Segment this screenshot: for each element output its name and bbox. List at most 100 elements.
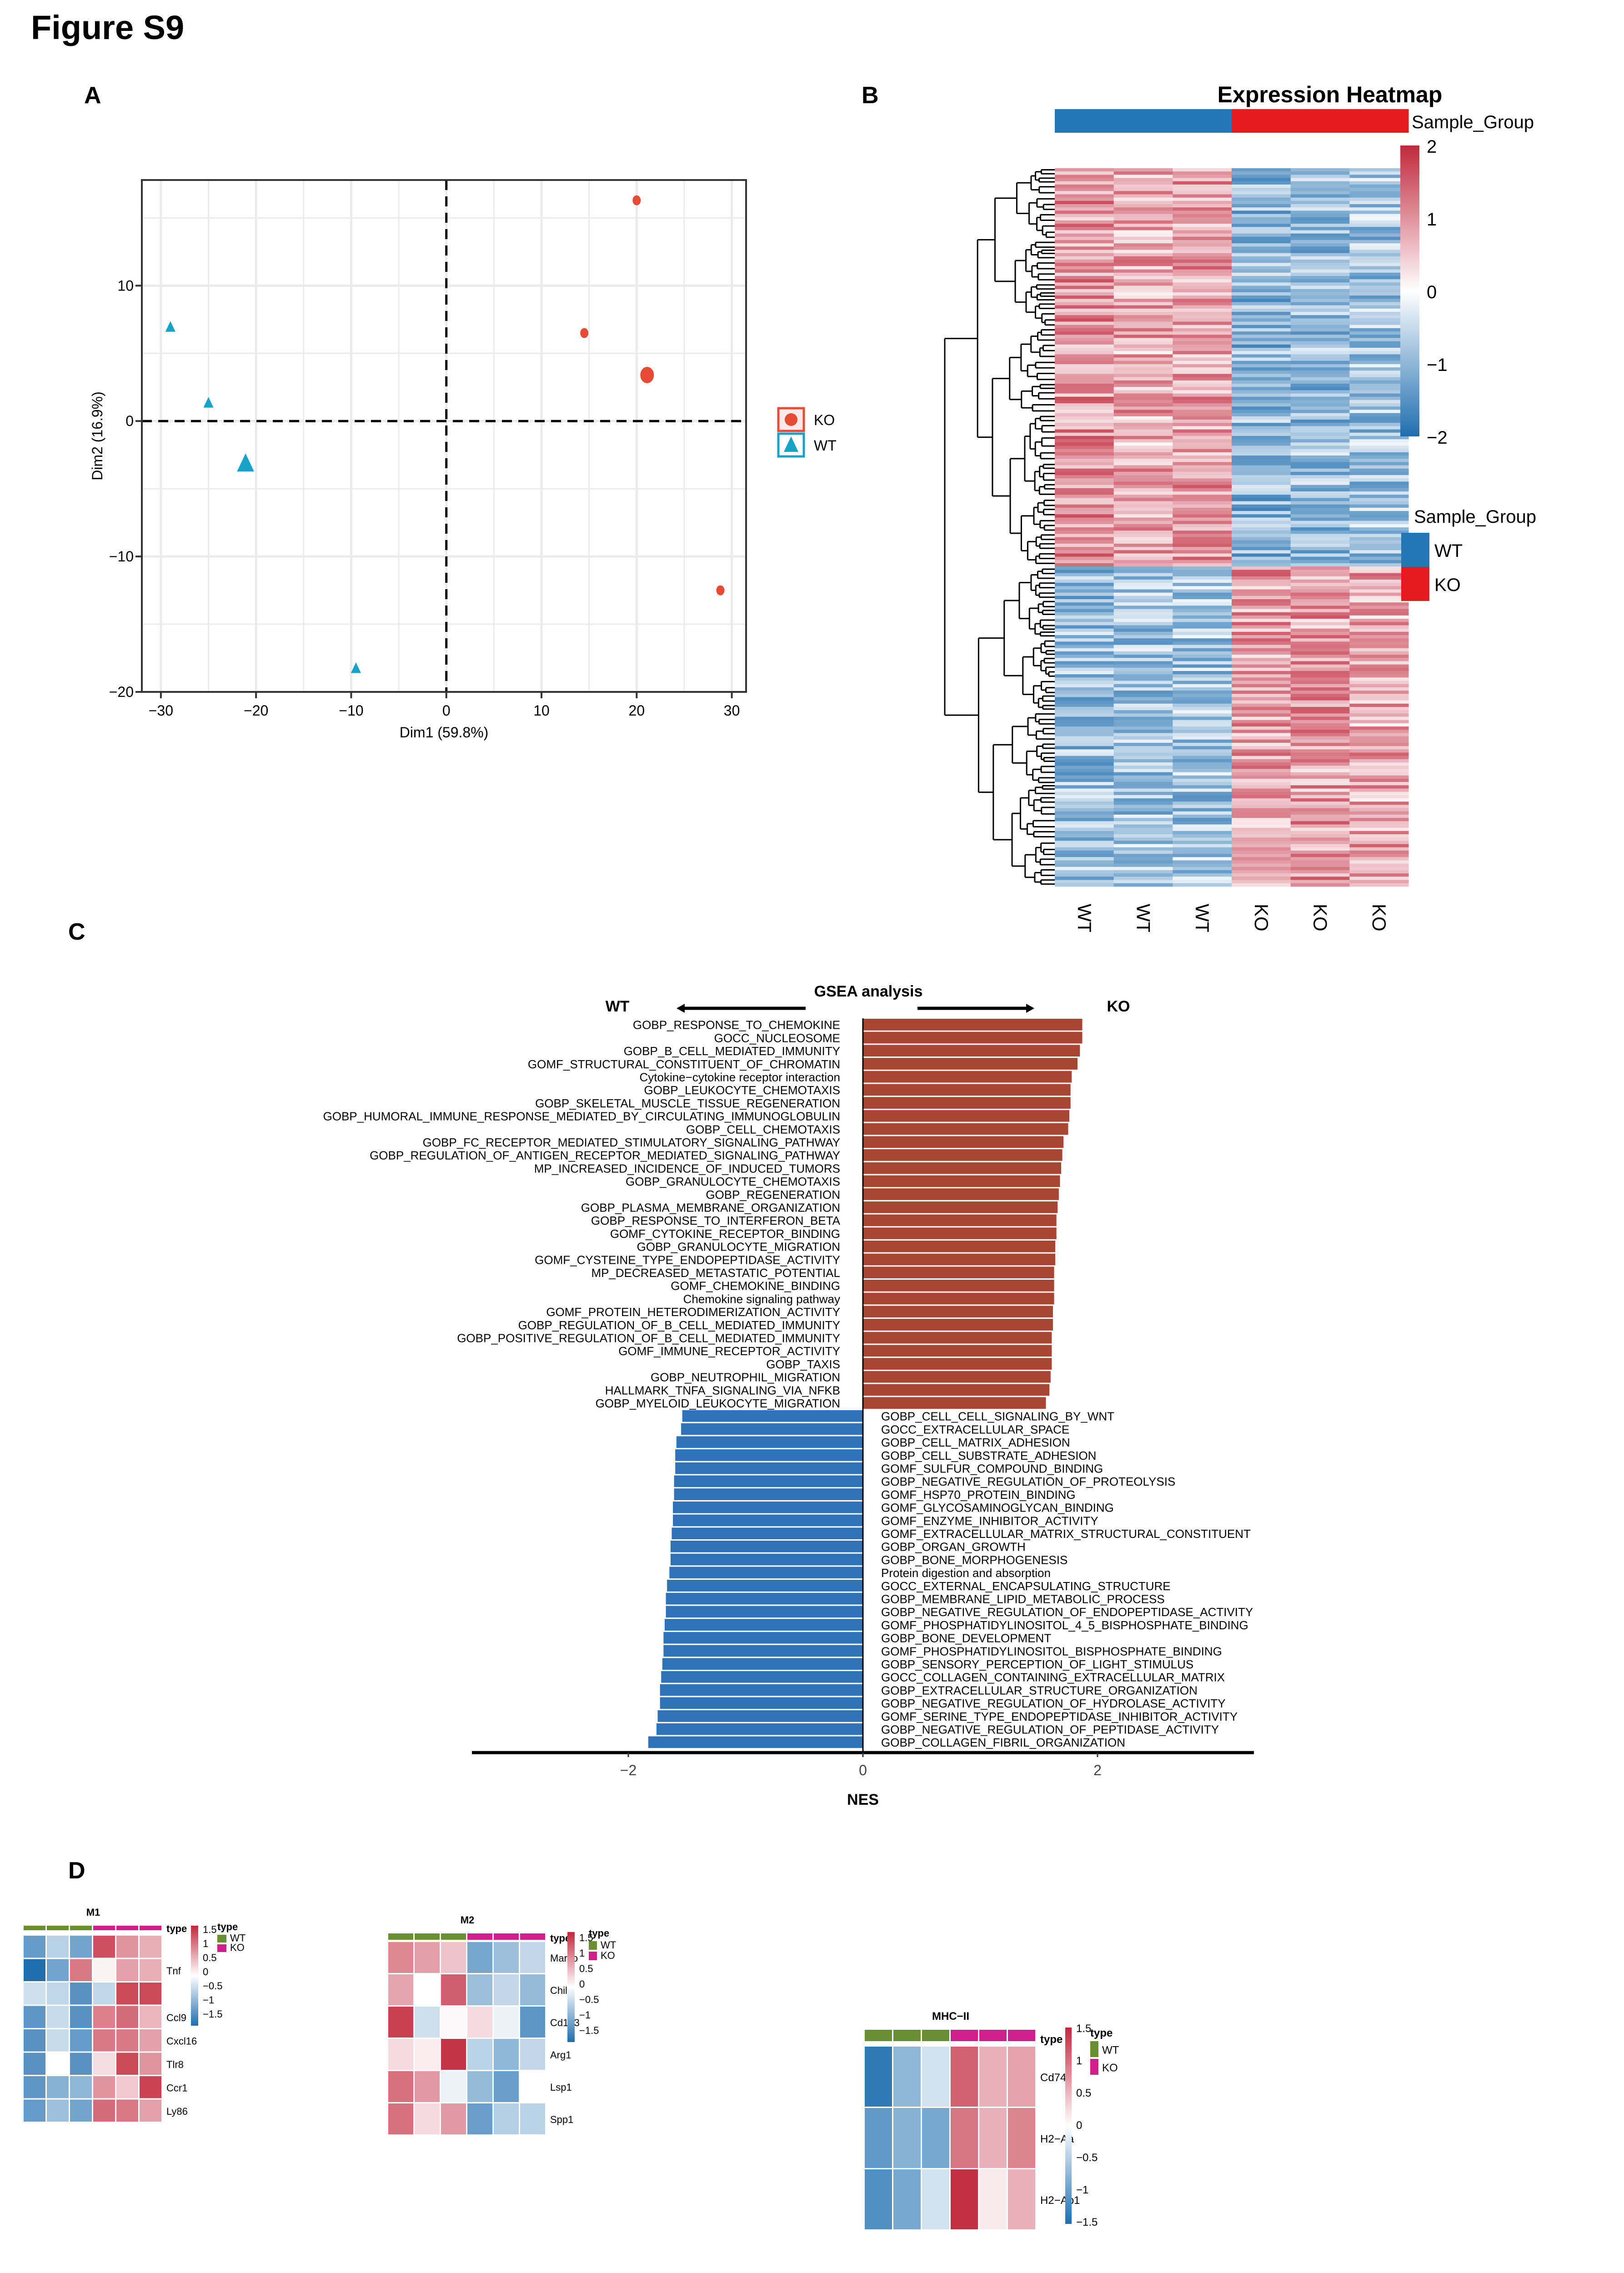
heatmap-cell [1290,815,1350,818]
gsea-bar-wt [670,1541,863,1552]
heatmap-cell [1290,236,1350,240]
heatmap-cell [1055,866,1114,871]
heatmap-cell [1173,279,1232,283]
heatmap-cell [1113,224,1173,227]
heatmap-cell [1173,524,1232,528]
heatmap-cell [47,1983,69,2005]
heatmap-cell [388,2071,413,2102]
heatmap-cell [1173,707,1232,711]
x-tick-label: 2 [1093,1762,1102,1778]
gsea-bar-ko [863,1149,1063,1161]
heatmap-cell [1349,866,1409,871]
heatmap-cell [1349,478,1409,482]
gsea-bar-wt [674,1475,863,1487]
heatmap-cell [1349,246,1409,250]
heatmap-cell [1290,181,1350,185]
heatmap-cell [1232,266,1291,270]
heatmap-cell [388,2039,413,2070]
heatmap-cell [1290,325,1350,329]
heatmap-cell [1113,851,1173,854]
type-legend-label-ko: KO [230,1942,245,1953]
heatmap-cell [1055,775,1114,779]
heatmap-cell [1055,716,1114,721]
heatmap-cell [1055,246,1114,250]
heatmap-cell [467,2007,492,2038]
heatmap-cell [1113,606,1173,610]
heatmap-cell [1173,475,1232,479]
heatmap-cell [1055,625,1114,629]
heatmap-cell [1290,439,1350,443]
heatmap-cell [1232,589,1291,593]
heatmap-cell [1113,703,1173,707]
heatmap-cell [1290,328,1350,332]
heatmap-cell [1232,318,1291,322]
heatmap-cell [1232,194,1291,198]
heatmap-cell [1349,302,1409,306]
heatmap-cell [1349,279,1409,283]
heatmap-cell [1173,263,1232,266]
heatmap-cell [1349,312,1409,315]
heatmap-cell [1290,387,1350,391]
heatmap-cell [1055,236,1114,240]
data-point-wt [165,321,175,332]
heatmap-cell [1232,667,1291,671]
heatmap-cell [1173,694,1232,697]
heatmap-cell [1055,687,1114,691]
type-annotation-wt [922,2030,949,2041]
heatmap-cell [1232,880,1291,884]
heatmap-cell [24,1936,45,1958]
heatmap-cell [1232,357,1291,361]
heatmap-cell [1349,217,1409,221]
heatmap-cell [1232,292,1291,296]
heatmap-cell [140,2076,161,2098]
heatmap-cell [1113,821,1173,825]
heatmap-cell [1113,321,1173,325]
heatmap-cell [1349,837,1409,841]
heatmap-cell [47,2029,69,2052]
heatmap-cell [1055,260,1114,263]
type-legend-swatch-wt [589,1941,597,1950]
heatmap-cell [93,1983,115,2005]
heatmap-cell [1113,325,1173,329]
gsea-bar-ko [863,1253,1056,1266]
heatmap-cell [1290,880,1350,884]
gsea-bar-wt [667,1580,863,1592]
heatmap-cell [1290,485,1350,489]
heatmap-cell [1232,282,1291,286]
heatmap-cell [70,1936,92,1958]
heatmap-cell [1232,579,1291,583]
heatmap-cell [1349,739,1409,743]
heatmap-cell [1290,312,1350,315]
heatmap-cell [1055,495,1114,498]
gsea-bar-wt [662,1658,863,1670]
heatmap-cells [1055,168,1409,887]
heatmap-cell [93,1959,115,1981]
heatmap-cell [1290,354,1350,358]
annotation-cell-ko [1290,109,1350,133]
scale-tick-label: 1 [1076,2055,1082,2067]
heatmap-cell [1290,471,1350,476]
gsea-term-wt: GOBP_SENSORY_PERCEPTION_OF_LIGHT_STIMULU… [881,1657,1193,1671]
heatmap-cell [1349,694,1409,697]
color-scale-bar [567,1932,575,2042]
heatmap-cell [1113,233,1173,237]
heatmap-cell [1055,752,1114,756]
heatmap-cell [1349,236,1409,240]
heatmap-cell [1290,779,1350,782]
heatmap-cell [1173,400,1232,404]
heatmap-cell [1290,831,1350,835]
gsea-bar-wt [681,1423,863,1435]
heatmap-cell [1173,641,1232,646]
scale-tick-label: −0.5 [579,1994,599,2005]
heatmap-cell [1232,534,1291,538]
heatmap-cell [1055,671,1114,675]
heatmap-cell [1290,292,1350,296]
heatmap-title: Expression Heatmap [1218,82,1443,107]
heatmap-cell [1290,511,1350,515]
heatmap-cell [1173,230,1232,234]
heatmap-cell [1232,661,1291,665]
scale-tick-label: −2 [1427,428,1448,448]
heatmap-cell [1232,488,1291,492]
heatmap-cell [1173,246,1232,250]
row-label: Tlr8 [166,2059,184,2070]
